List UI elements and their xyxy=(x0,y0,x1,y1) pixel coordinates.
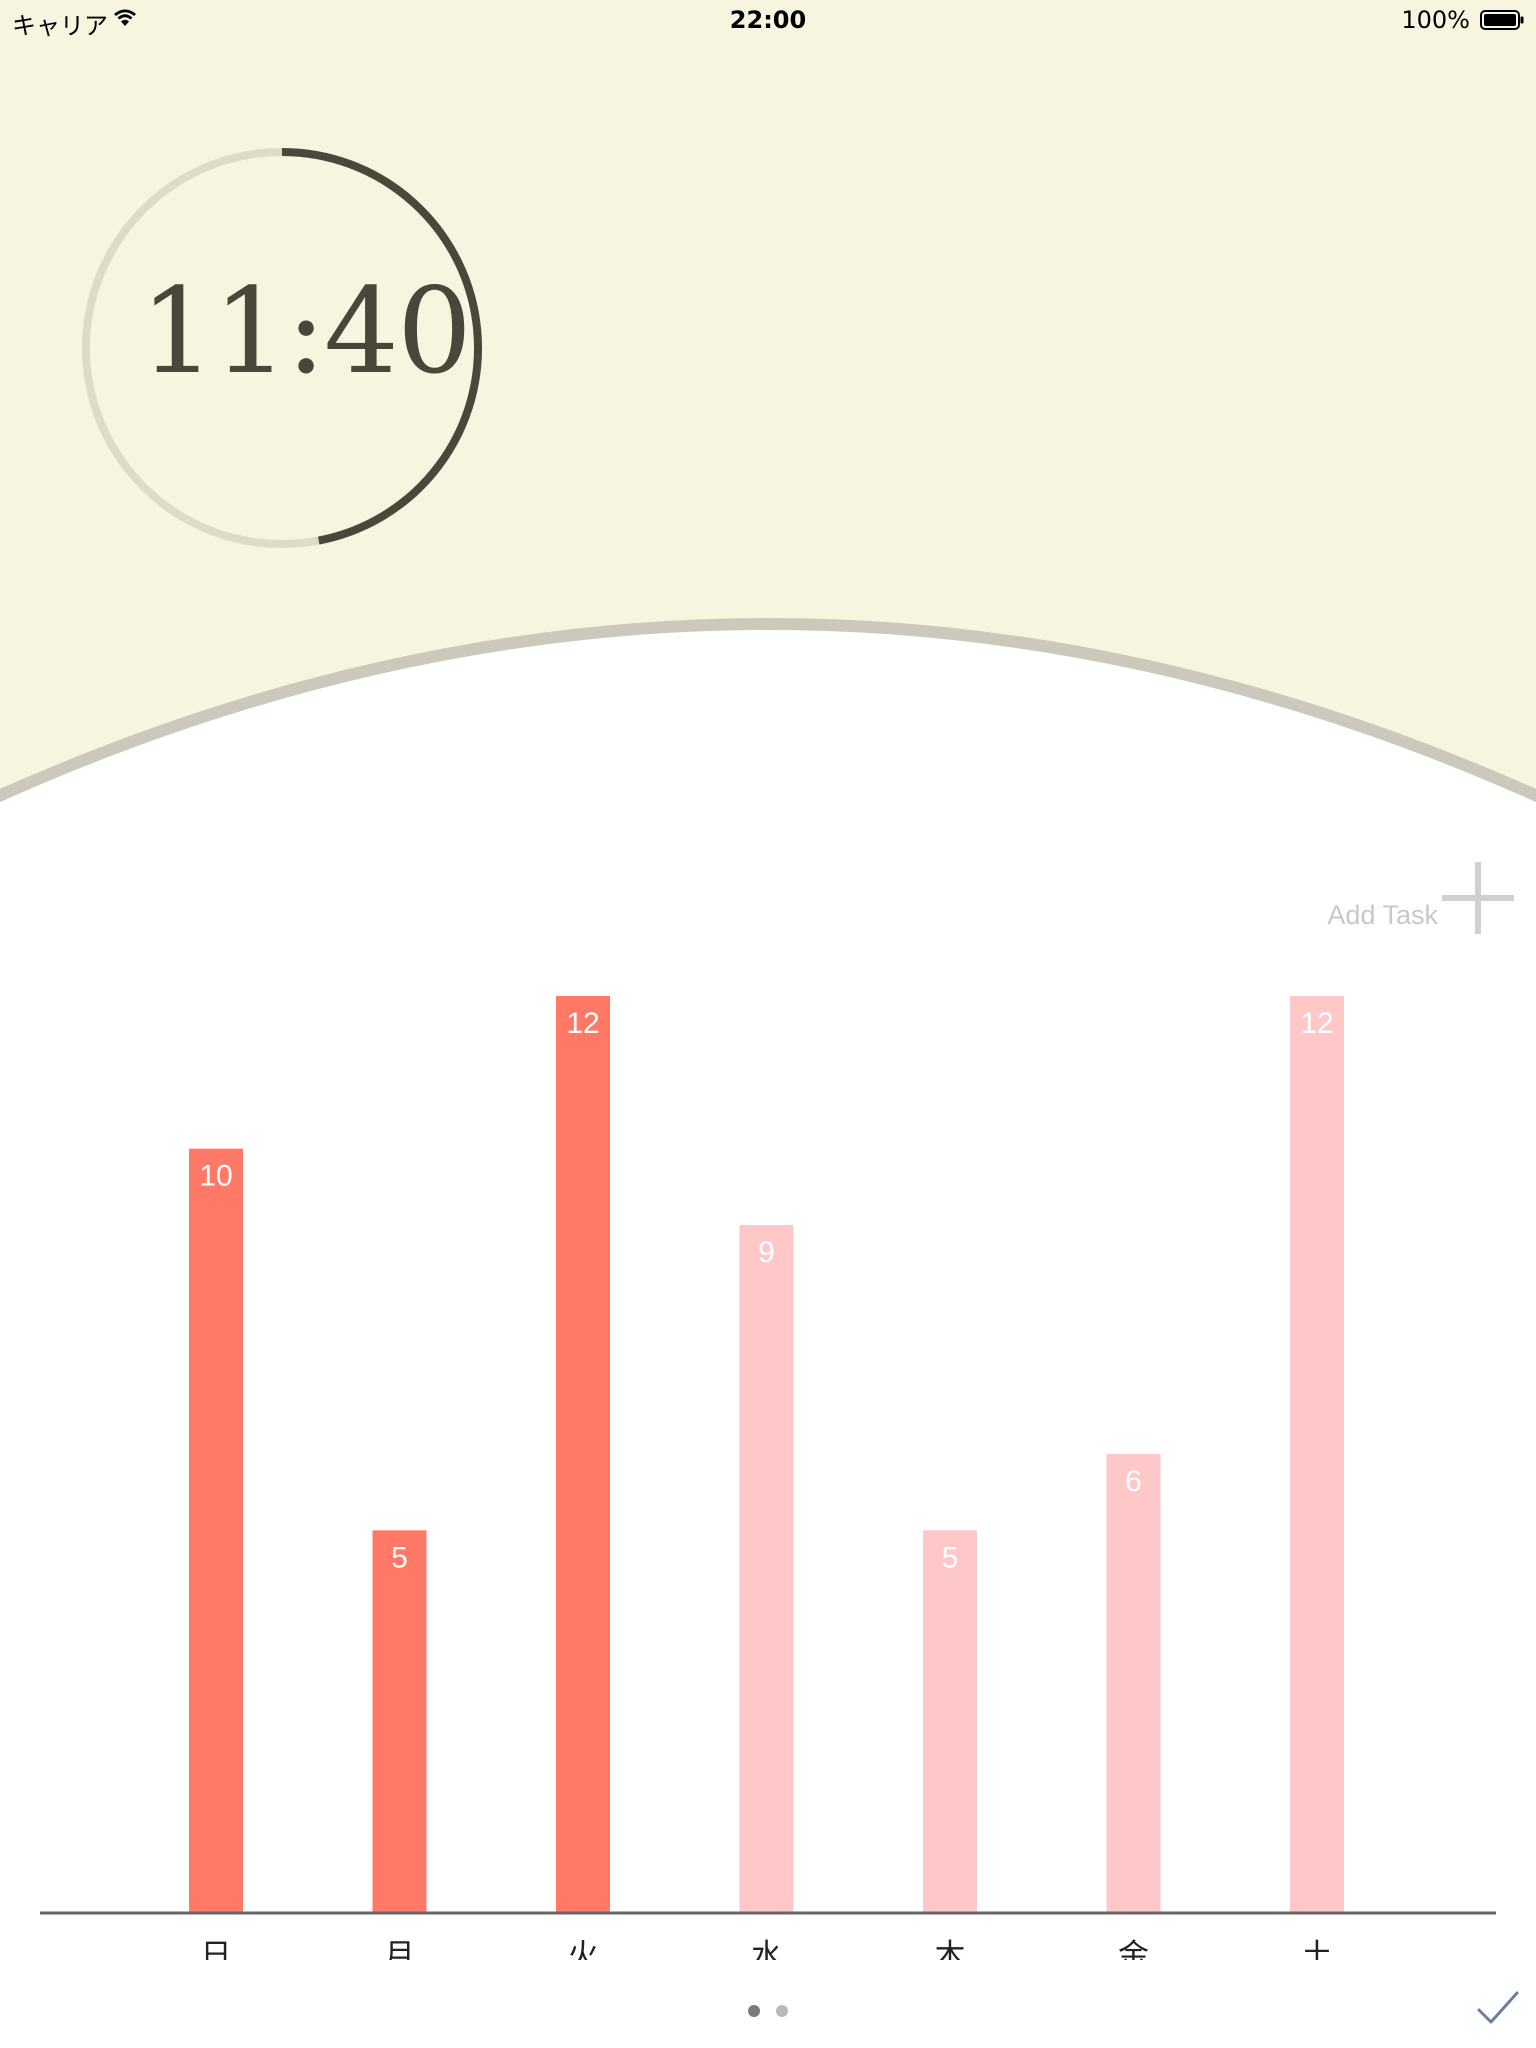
bar-4 xyxy=(739,1225,794,1912)
battery-icon xyxy=(1480,10,1524,30)
header-background xyxy=(0,0,1536,803)
timer-display: 11:40 xyxy=(140,262,472,400)
carrier-name: キャリア xyxy=(12,12,108,40)
category-label: 木 xyxy=(935,1938,966,1960)
page-dot-2[interactable] xyxy=(776,2005,788,2017)
bar-1 xyxy=(189,1148,243,1912)
weekly-bar-chart: 10 日 5 月 12 火 9 水 5 木 6 金 12 土 xyxy=(40,996,1496,1960)
bar-5 xyxy=(923,1530,977,1912)
bar-value-label: 10 xyxy=(199,1160,232,1193)
bar-2 xyxy=(372,1530,427,1912)
page-indicator[interactable] xyxy=(0,2002,1536,2021)
add-task-button[interactable]: Add Task xyxy=(1300,858,1520,938)
header-arc xyxy=(0,618,1536,803)
page-dot-1[interactable] xyxy=(748,2005,760,2017)
bar-value-label: 5 xyxy=(942,1541,959,1574)
wifi-icon xyxy=(114,9,136,26)
category-label: 日 xyxy=(201,1938,232,1960)
bar-3 xyxy=(556,996,610,1912)
bar-value-label: 12 xyxy=(1300,1007,1333,1040)
status-bar: キャリア 22:00 100% xyxy=(0,0,1536,40)
bar-value-label: 5 xyxy=(391,1541,408,1574)
bar-value-label: 9 xyxy=(758,1236,775,1269)
status-time: 22:00 xyxy=(729,6,807,34)
category-label: 月 xyxy=(384,1938,415,1960)
bar-value-label: 6 xyxy=(1125,1465,1142,1498)
timer-ring-progress xyxy=(281,148,482,545)
plus-icon xyxy=(1442,862,1514,934)
header-fill xyxy=(0,0,1536,798)
category-label: 金 xyxy=(1118,1938,1149,1960)
add-task-label: Add Task xyxy=(1327,900,1438,930)
battery-percent: 100% xyxy=(1401,6,1470,34)
category-label: 水 xyxy=(751,1938,782,1960)
checkmark-icon[interactable] xyxy=(1476,1990,1520,2026)
bar-value-label: 12 xyxy=(566,1007,599,1040)
bar-7 xyxy=(1290,996,1344,1912)
bar-6 xyxy=(1106,1454,1161,1912)
category-label: 土 xyxy=(1302,1938,1333,1960)
category-label: 火 xyxy=(568,1938,599,1960)
timer-ring[interactable] xyxy=(80,146,484,550)
